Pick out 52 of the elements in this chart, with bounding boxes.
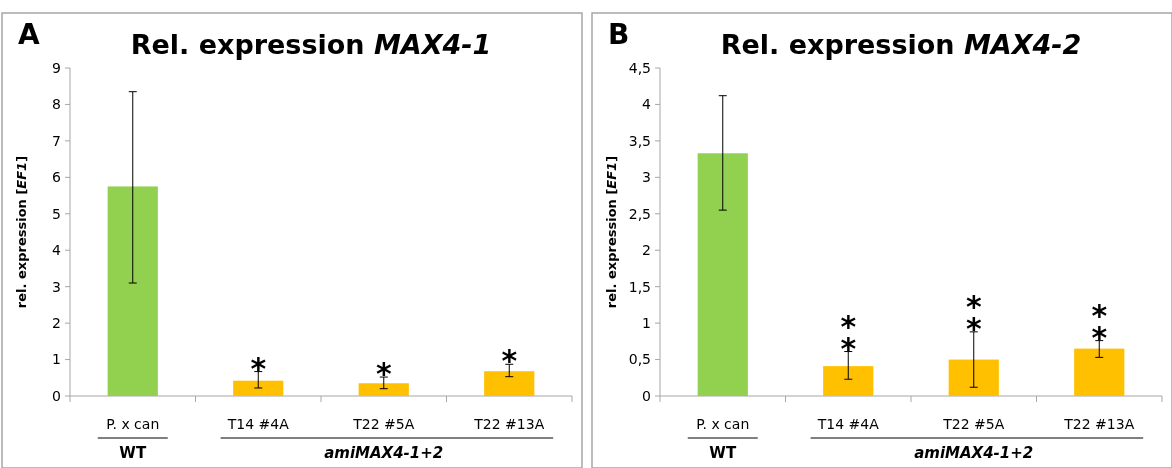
- y-tick-label: 0: [52, 387, 61, 404]
- y-tick-label: 4: [52, 242, 62, 259]
- y-tick-label: 2,5: [628, 205, 651, 222]
- y-tick-label: 1,5: [628, 278, 651, 295]
- y-tick-label: 9: [52, 59, 61, 76]
- bar: [358, 383, 409, 396]
- text: B: [608, 18, 630, 51]
- y-tick-label: 2: [642, 242, 651, 259]
- y-tick-label: 4,5: [628, 59, 651, 76]
- bar: [233, 380, 284, 396]
- y-tick-label: 8: [52, 96, 61, 113]
- x-tick-label: P. x can: [696, 416, 750, 432]
- y-tick-label: 0,5: [628, 351, 651, 368]
- text: A: [18, 18, 40, 51]
- bar: [484, 371, 535, 396]
- y-tick-label: 0: [642, 387, 651, 404]
- annotation: * *: [840, 308, 857, 366]
- x-tick-label: T22 #5A: [352, 416, 415, 432]
- x-tick-label: T14 #4A: [816, 416, 880, 432]
- text: WT: [709, 444, 737, 462]
- bar: [697, 153, 748, 396]
- chart-title: Rel. expression MAX4-2: [720, 29, 1082, 60]
- x-tick-label: T22 #13A: [1063, 416, 1135, 432]
- text: amiMAX4-1+2: [324, 444, 444, 462]
- x-tick-label: T14 #4A: [226, 416, 290, 432]
- bar: [948, 359, 999, 396]
- y-tick-label: 2: [52, 315, 61, 332]
- annotation: *: [375, 356, 392, 392]
- annotation: *: [501, 343, 518, 379]
- y-tick-label: 6: [52, 169, 62, 186]
- bar: [1074, 348, 1125, 396]
- annotation: * *: [1091, 297, 1108, 355]
- y-tick-label: 4: [642, 96, 652, 113]
- y-tick-label: 7: [52, 132, 61, 149]
- bar: [107, 186, 158, 396]
- y-tick-label: 3,5: [628, 132, 651, 149]
- x-tick-label: T22 #5A: [942, 416, 1005, 432]
- chart-title: Rel. expression MAX4-1: [130, 29, 492, 60]
- y-tick-label: 3: [642, 169, 651, 186]
- x-tick-label: T22 #13A: [473, 416, 545, 432]
- y-axis-title: rel. expression [EF1]: [14, 155, 29, 309]
- bar: [823, 366, 874, 396]
- text: amiMAX4-1+2: [914, 444, 1034, 462]
- y-axis-title: rel. expression [EF1]: [604, 155, 619, 309]
- y-tick-label: 5: [52, 205, 61, 222]
- y-tick-label: 3: [52, 278, 61, 295]
- y-tick-label: 1: [642, 315, 651, 332]
- annotation: * *: [965, 288, 982, 346]
- annotation: *: [250, 350, 267, 386]
- text: WT: [119, 444, 147, 462]
- x-tick-label: P. x can: [106, 416, 160, 432]
- y-tick-label: 1: [52, 351, 61, 368]
